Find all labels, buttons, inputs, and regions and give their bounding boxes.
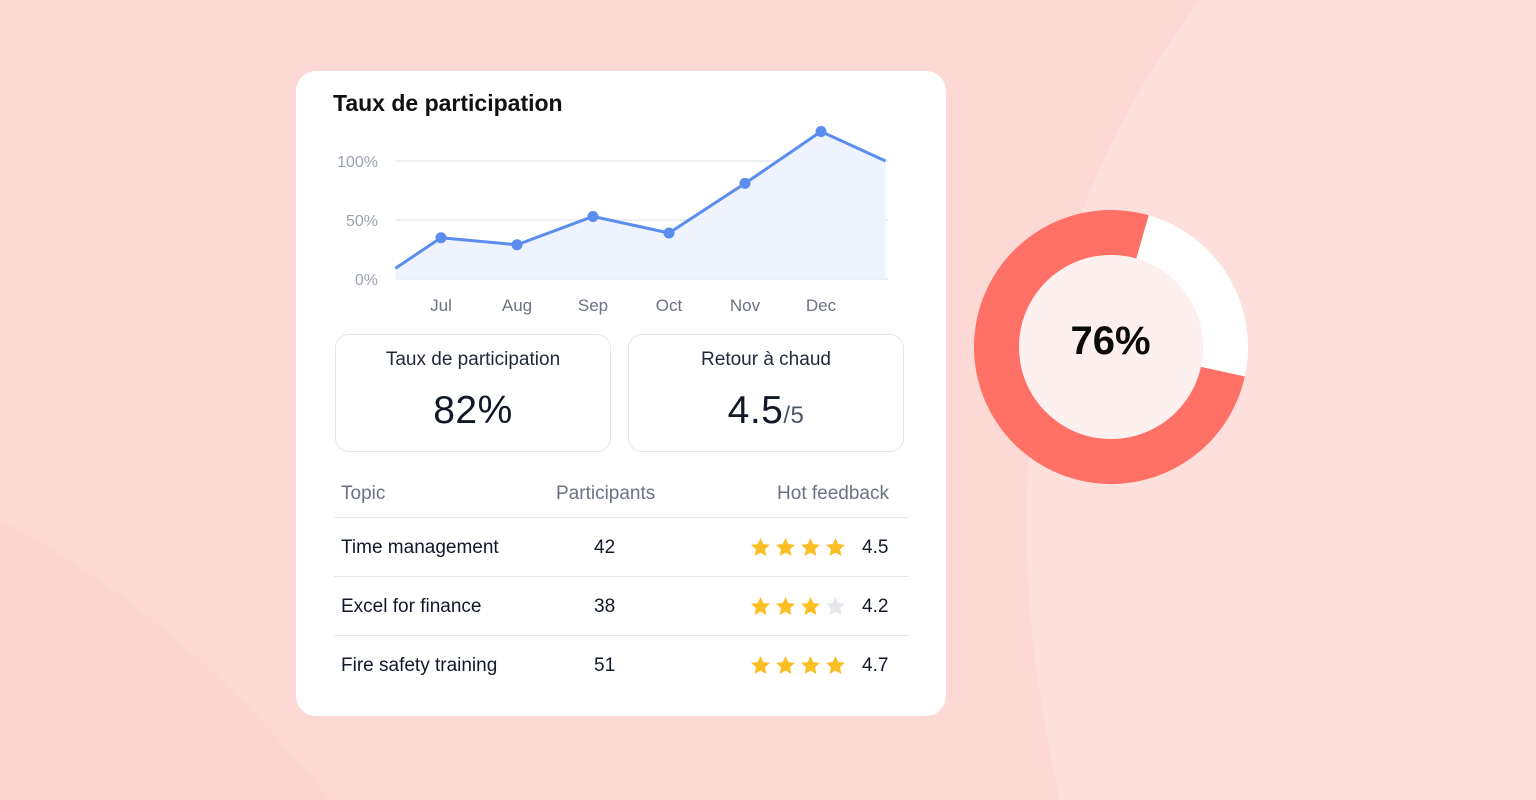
row-topic: Time management: [341, 537, 499, 558]
stat-number: 82%: [433, 389, 513, 432]
star-icon: [751, 656, 770, 674]
row-rating: 4.5: [862, 537, 889, 558]
x-tick-label: Oct: [656, 296, 683, 315]
row-rating: 4.7: [862, 655, 889, 676]
x-tick-label: Dec: [806, 296, 837, 315]
donut-slice-remaining: [1136, 215, 1248, 377]
donut-center-label: 76%: [1070, 319, 1151, 363]
topics-table: Topic Participants Hot feedback Time man…: [334, 471, 909, 694]
card-title: Taux de participation: [333, 90, 563, 116]
star-icon: [826, 538, 845, 556]
star-icon: [751, 538, 770, 556]
donut-chart: [974, 210, 1248, 485]
row-topic: Excel for finance: [341, 596, 482, 617]
star-icon: [801, 597, 820, 615]
participation-card: Taux de participation 100% 50% 0% Jul Aug Sep…: [296, 71, 946, 716]
stat-suffix: /5: [783, 402, 805, 429]
stat-number: 4.5: [727, 389, 784, 432]
stat-value: 4.5/5: [629, 389, 903, 433]
star-rating: [750, 537, 846, 558]
stat-value: 82%: [336, 389, 610, 433]
donut-slice-filled: [974, 210, 1245, 485]
y-tick-label: 50%: [346, 213, 378, 230]
data-point[interactable]: [739, 177, 751, 189]
row-participants: 42: [594, 537, 616, 558]
stat-card-hot-feedback: Retour à chaud 4.5/5: [628, 334, 904, 452]
star-icon: [776, 656, 795, 674]
participation-line-chart: 100% 50% 0% Jul Aug Sep Oct Nov Dec: [337, 126, 888, 315]
star-icon: [801, 538, 820, 556]
data-point[interactable]: [815, 126, 827, 137]
x-tick-label: Aug: [502, 296, 532, 315]
table-row[interactable]: Fire safety training 51 4.7: [334, 636, 909, 694]
star-icon: [826, 597, 845, 615]
data-point[interactable]: [435, 232, 447, 244]
stat-card-participation: Taux de participation 82%: [335, 334, 611, 452]
table-row[interactable]: Time management 42 4.5: [334, 518, 909, 577]
star-icon: [801, 656, 820, 674]
header-hot-feedback[interactable]: Hot feedback: [777, 483, 889, 504]
row-rating: 4.2: [862, 596, 889, 617]
star-rating: [750, 655, 846, 676]
y-tick-label: 100%: [337, 154, 378, 171]
row-participants: 51: [594, 655, 616, 676]
data-point[interactable]: [511, 239, 523, 251]
star-icon: [776, 597, 795, 615]
star-icon: [751, 597, 770, 615]
data-point[interactable]: [663, 227, 675, 239]
y-tick-label: 0%: [355, 272, 378, 289]
series-line: [394, 130, 887, 270]
stat-label: Taux de participation: [385, 349, 561, 370]
x-tick-label: Jul: [430, 296, 452, 315]
stat-label: Retour à chaud: [701, 349, 831, 370]
star-icon: [776, 538, 795, 556]
data-point[interactable]: [587, 210, 599, 222]
x-tick-label: Nov: [730, 296, 761, 315]
area-fill: [395, 131, 886, 279]
table-header: Topic Participants Hot feedback: [334, 471, 909, 518]
header-topic[interactable]: Topic: [341, 483, 386, 504]
donut-inner: [1019, 255, 1203, 439]
row-participants: 38: [594, 596, 616, 617]
star-icon: [826, 656, 845, 674]
star-rating: [750, 596, 846, 617]
table-row[interactable]: Excel for finance 38 4.2: [334, 577, 909, 636]
row-topic: Fire safety training: [341, 655, 498, 676]
header-participants[interactable]: Participants: [556, 483, 656, 504]
x-tick-label: Sep: [578, 296, 608, 315]
